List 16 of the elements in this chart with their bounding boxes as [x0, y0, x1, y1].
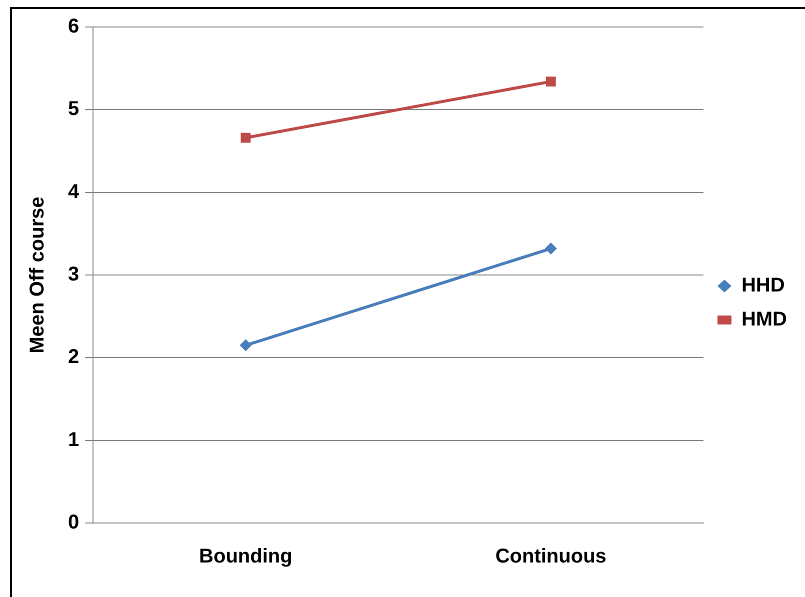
- y-axis-title: Meen Off course: [26, 196, 49, 354]
- y-tick-label: 5: [68, 98, 80, 120]
- point: [544, 242, 557, 255]
- legend-label: HMD: [741, 308, 787, 331]
- point: [240, 339, 252, 352]
- y-tick-label: 2: [68, 346, 80, 368]
- x-tick-label: Continuous: [495, 546, 606, 568]
- y-tick-label: 1: [68, 428, 80, 451]
- y-tick-label: 4: [68, 180, 80, 203]
- y-tick-label: 6: [68, 16, 80, 38]
- point: [240, 132, 251, 143]
- x-tick-label: Bounding: [199, 546, 292, 568]
- point: [546, 76, 556, 87]
- y-tick-label: 0: [68, 512, 80, 534]
- legend-label: HHD: [741, 274, 785, 297]
- y-tick-label: 3: [68, 264, 80, 286]
